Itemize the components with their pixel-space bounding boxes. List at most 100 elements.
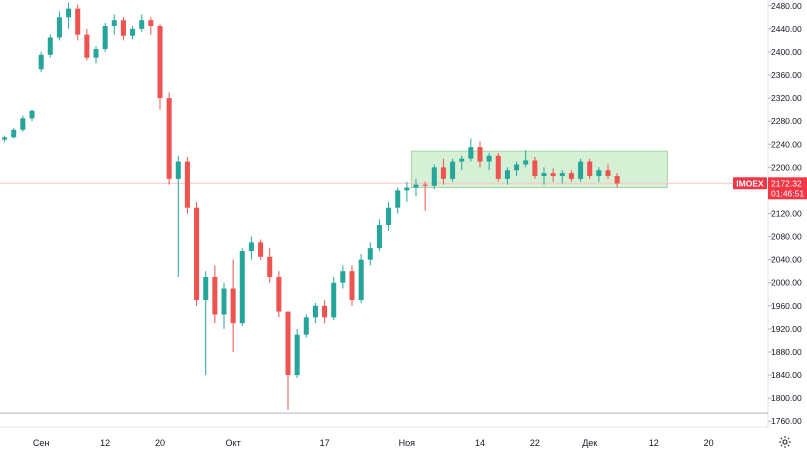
bar-countdown-label: 01:46:51 xyxy=(771,188,804,198)
candle xyxy=(93,46,99,64)
candle xyxy=(239,248,245,327)
candle-body xyxy=(468,147,474,159)
candle-body xyxy=(276,276,282,312)
candle xyxy=(468,138,474,162)
candle xyxy=(276,271,282,318)
candle-body xyxy=(386,207,392,226)
candle xyxy=(2,135,8,142)
candle xyxy=(376,219,382,252)
candle xyxy=(541,167,547,185)
candle xyxy=(157,24,163,110)
time-tick-label: 20 xyxy=(155,438,165,448)
candle xyxy=(587,158,593,179)
candle xyxy=(230,259,236,352)
candle-body xyxy=(605,170,611,176)
candle-body xyxy=(239,251,245,324)
candle xyxy=(605,164,611,179)
candle-body xyxy=(514,164,520,171)
candle-body xyxy=(130,28,136,36)
candle xyxy=(203,271,209,376)
price-tick-label: 1960.00 xyxy=(771,301,802,311)
candle xyxy=(258,239,264,260)
candle xyxy=(148,17,154,35)
candle-body xyxy=(230,288,236,324)
candle xyxy=(111,14,117,35)
candle-body xyxy=(56,17,62,38)
candle-body xyxy=(459,158,465,162)
price-label: IMOEX 2172.32 01:46:51 xyxy=(733,177,807,200)
candle-body xyxy=(340,271,346,283)
candle xyxy=(84,28,90,61)
candle-body xyxy=(111,20,117,26)
candle-body xyxy=(303,317,309,335)
candle-body xyxy=(2,137,8,140)
candle-body xyxy=(47,37,53,55)
candle-body xyxy=(367,248,373,260)
candle-body xyxy=(413,184,419,188)
time-tick-label: Ноя xyxy=(399,438,416,448)
candle-body xyxy=(184,161,190,208)
candle xyxy=(532,156,538,179)
candle-body xyxy=(139,20,145,29)
price-tick-label: 2120.00 xyxy=(771,209,802,219)
candle-body xyxy=(175,161,181,179)
candle-body xyxy=(93,49,99,58)
price-tick-label: 1920.00 xyxy=(771,324,802,334)
candle xyxy=(367,242,373,266)
price-tick-label: 1760.00 xyxy=(771,416,802,426)
candle xyxy=(47,34,53,58)
candle xyxy=(404,181,410,202)
price-tick-label: 1880.00 xyxy=(771,347,802,357)
candle-body xyxy=(285,311,291,376)
candle xyxy=(523,150,529,168)
candle xyxy=(285,311,291,410)
candle xyxy=(486,152,492,171)
settings-button[interactable] xyxy=(777,434,793,450)
candle xyxy=(66,2,72,29)
candle-body xyxy=(568,173,574,179)
candle xyxy=(386,201,392,231)
candle xyxy=(130,25,136,40)
ticker-label: IMOEX xyxy=(736,178,764,188)
candle xyxy=(578,158,584,182)
candle-body xyxy=(203,276,209,301)
candle-body xyxy=(404,187,410,191)
candle xyxy=(139,14,145,32)
candle-body xyxy=(157,25,163,99)
price-tick-label: 2040.00 xyxy=(771,255,802,265)
candle xyxy=(20,115,26,132)
candle-body xyxy=(422,184,428,186)
candle xyxy=(340,265,346,289)
candle-body xyxy=(267,256,273,277)
candle xyxy=(331,276,337,321)
candle xyxy=(166,92,172,185)
price-tick-label: 2240.00 xyxy=(771,139,802,149)
time-tick-label: 20 xyxy=(704,438,714,448)
candle xyxy=(322,300,328,324)
candle-body xyxy=(349,271,355,301)
candle xyxy=(75,4,81,41)
candle-body xyxy=(248,242,254,252)
time-axis[interactable]: Сен 12 20 Окт 17 Ноя 14 22 Дек 12 20 xyxy=(33,438,714,448)
candle xyxy=(212,265,218,324)
candle xyxy=(596,167,602,182)
price-axis[interactable]: 2480.00 2440.00 2400.00 2360.00 2320.00 2280.… xyxy=(768,1,802,426)
price-tick-label: 2200.00 xyxy=(771,162,802,172)
candle-body xyxy=(559,173,565,176)
candle-body xyxy=(322,305,328,318)
candle xyxy=(194,201,200,306)
candle xyxy=(413,178,419,197)
candle xyxy=(267,248,273,283)
candle xyxy=(184,156,190,214)
candle xyxy=(221,282,227,329)
candle-body xyxy=(258,242,264,257)
time-tick-label: Окт xyxy=(226,438,241,448)
last-price-box xyxy=(768,177,807,200)
candle-body xyxy=(294,334,300,376)
candle-body xyxy=(614,175,620,184)
candle-body xyxy=(395,190,401,208)
price-tick-label: 2280.00 xyxy=(771,116,802,126)
candle-body xyxy=(148,20,154,26)
